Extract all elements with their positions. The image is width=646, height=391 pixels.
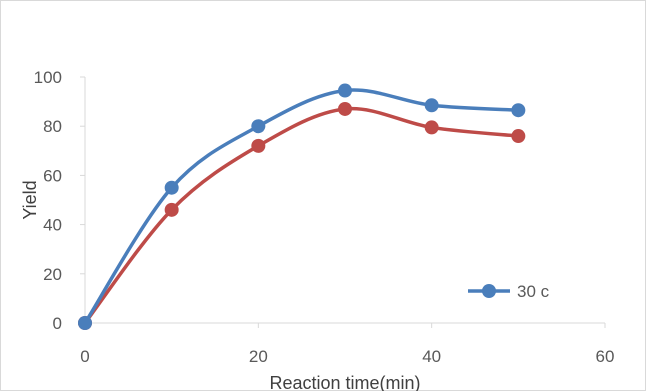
data-point: [424, 120, 439, 135]
x-tick-label: 0: [80, 347, 89, 366]
y-tick-label: 40: [43, 216, 62, 235]
y-tick-label: 20: [43, 265, 62, 284]
x-axis-title: Reaction time(min): [269, 373, 420, 391]
x-tick-label: 20: [249, 347, 268, 366]
data-point: [338, 83, 352, 98]
data-point: [511, 129, 526, 144]
series-layer: [78, 83, 526, 330]
series-line: [83, 88, 521, 325]
axes: 0 20 40 60 0 20 40 60 80 100: [34, 68, 615, 366]
data-point: [164, 180, 179, 195]
data-point: [511, 103, 526, 118]
data-point: [338, 101, 352, 116]
x-tick-label: 40: [422, 347, 441, 366]
y-axis-ticks: 0 20 40 60 80 100: [34, 68, 85, 333]
y-tick-label: 0: [53, 314, 62, 333]
series-2: [78, 101, 526, 330]
x-tick-label: 60: [596, 347, 615, 366]
data-point: [424, 98, 439, 113]
y-tick-label: 80: [43, 117, 62, 136]
y-tick-label: 100: [34, 68, 62, 87]
legend: 30 c: [468, 282, 550, 301]
y-tick-label: 60: [43, 166, 62, 185]
data-point: [78, 316, 92, 330]
legend-marker: [482, 284, 496, 298]
series-1: [78, 83, 526, 330]
y-axis-title: Yield: [20, 180, 40, 219]
legend-label: 30 c: [517, 282, 550, 301]
data-point: [251, 138, 266, 153]
data-point: [164, 202, 179, 217]
data-point: [251, 119, 266, 134]
x-axis-ticks: 0 20 40 60: [80, 323, 614, 366]
